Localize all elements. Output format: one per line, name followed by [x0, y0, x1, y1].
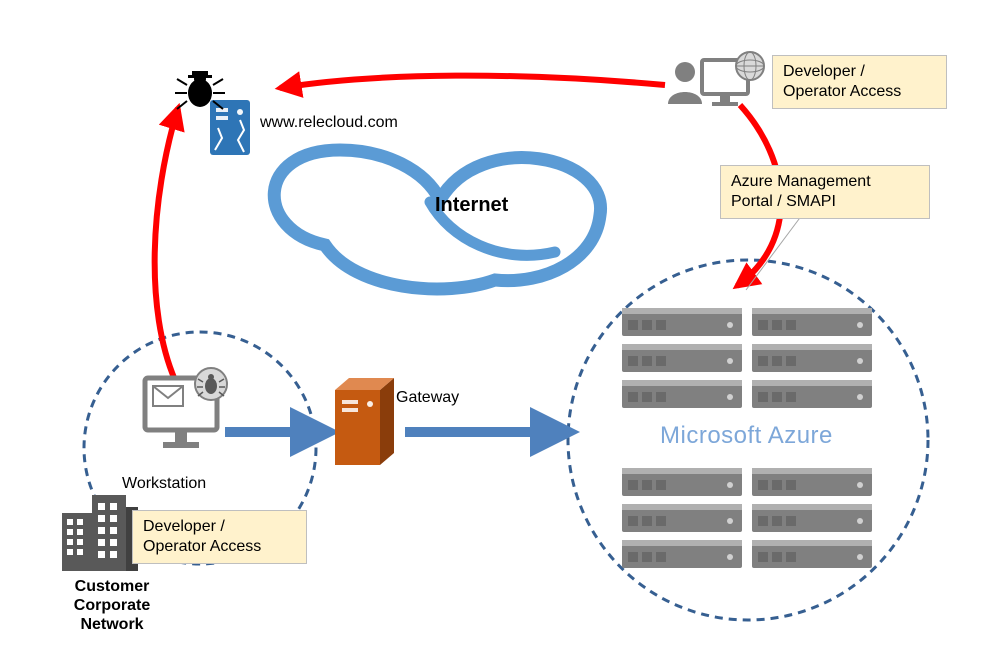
- internet-cloud-icon: [274, 150, 600, 289]
- azure-servers-bottom: [622, 468, 872, 568]
- label-customer-network: Customer Corporate Network: [57, 577, 167, 635]
- callout-dev-access-top: Developer / Operator Access: [772, 55, 947, 109]
- callout-azure-portal: Azure Management Portal / SMAPI: [720, 165, 930, 219]
- malware-bug-icon: [175, 71, 225, 109]
- callout-text: Azure Management Portal / SMAPI: [731, 173, 871, 210]
- arrow-dev-to-web: [280, 76, 665, 88]
- callout-dev-access-bottom: Developer / Operator Access: [132, 510, 307, 564]
- callout-text: Developer / Operator Access: [783, 63, 901, 100]
- callout-text: Developer / Operator Access: [143, 518, 261, 555]
- developer-icon: [668, 52, 764, 106]
- diagram-stage: Developer / Operator Access Azure Manage…: [0, 0, 988, 652]
- label-internet: Internet: [435, 194, 508, 217]
- arrow-workstation-to-web: [155, 108, 178, 380]
- buildings-icon: [62, 495, 138, 571]
- label-gateway: Gateway: [396, 389, 459, 407]
- connector-callout-to-azure: [746, 211, 805, 290]
- workstation-icon: [145, 368, 227, 448]
- gateway-icon: [335, 378, 394, 465]
- website-server-icon: [210, 100, 250, 155]
- label-microsoft-azure: Microsoft Azure: [660, 422, 833, 450]
- label-website: www.relecloud.com: [260, 114, 398, 132]
- label-workstation: Workstation: [122, 475, 206, 493]
- azure-servers-top: [622, 308, 872, 408]
